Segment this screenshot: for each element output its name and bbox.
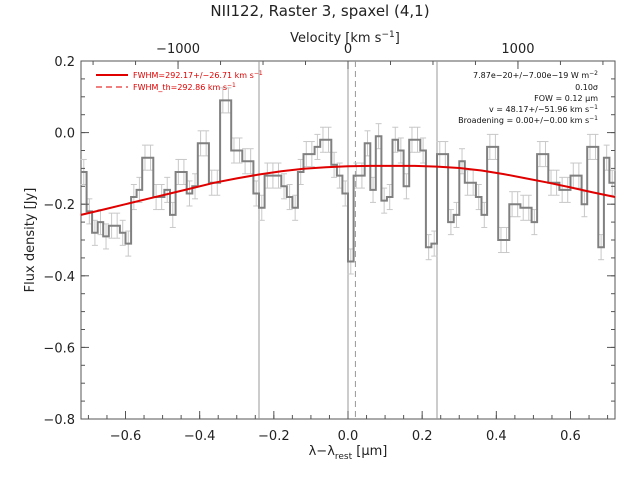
y-tick-label: −0.8 bbox=[43, 413, 75, 428]
svg-text:λ−λrest [μm]: λ−λrest [μm] bbox=[309, 444, 388, 462]
annotation-fow: FOW = 0.12 μm bbox=[534, 94, 598, 103]
top-axis-label-main: Velocity [km s bbox=[290, 31, 382, 46]
y-tick-label: 0.0 bbox=[54, 127, 75, 142]
top-axis-label-exponent: −1 bbox=[381, 30, 394, 40]
gaussian-fit-line bbox=[80, 164, 616, 216]
x-tick-label: 0.0 bbox=[338, 429, 359, 444]
y-tick-label: −0.4 bbox=[43, 270, 75, 285]
y-tick-label: −0.2 bbox=[43, 198, 75, 213]
legend-entry-fwhm-th: FWHM_th=292.86 km s−1 bbox=[133, 82, 236, 92]
annotation-velocity: v = 48.17+/−51.96 km s−1 bbox=[489, 104, 598, 114]
x-tick-label: −0.6 bbox=[110, 429, 142, 444]
x-axis-label-sub: rest bbox=[335, 452, 353, 462]
chart-title: NII122, Raster 3, spaxel (4,1) bbox=[210, 2, 429, 20]
top-tick-label: −1000 bbox=[156, 42, 200, 57]
svg-text:Velocity [km s−1]: Velocity [km s−1] bbox=[290, 30, 400, 46]
top-tick-label: 1000 bbox=[501, 42, 534, 57]
fit-annotations: 7.87e−20+/−7.00e−19 W m−2 0.10σ FOW = 0.… bbox=[458, 70, 598, 125]
x-axis-label-unit: [μm] bbox=[352, 444, 387, 459]
x-tick-label: −0.2 bbox=[258, 429, 290, 444]
y-tick-label: −0.6 bbox=[43, 341, 75, 356]
x-tick-label: 0.6 bbox=[560, 429, 581, 444]
x-tick-label: 0.2 bbox=[412, 429, 433, 444]
y-tick-label: 0.2 bbox=[54, 55, 75, 70]
top-tick-label: 0 bbox=[344, 42, 352, 57]
annotation-flux: 7.87e−20+/−7.00e−19 W m−2 bbox=[473, 70, 598, 80]
x-tick-label: 0.4 bbox=[486, 429, 507, 444]
x-tick-label: −0.4 bbox=[184, 429, 216, 444]
spectrum-step-line bbox=[81, 99, 615, 263]
x-axis-label-main: λ−λ bbox=[309, 444, 336, 459]
legend-entry-fwhm: FWHM=292.17+/−26.71 km s−1 bbox=[133, 70, 263, 80]
legend: FWHM=292.17+/−26.71 km s−1 FWHM_th=292.8… bbox=[96, 70, 263, 92]
annotation-sigma: 0.10σ bbox=[575, 83, 598, 92]
top-axis-label: Velocity [km s−1] bbox=[290, 30, 400, 46]
annotation-broadening: Broadening = 0.00+/−0.00 km s−1 bbox=[458, 115, 598, 125]
x-axis-label: λ−λrest [μm] bbox=[309, 444, 388, 462]
top-axis-label-end: ] bbox=[395, 31, 400, 46]
y-axis-label: Flux density [Jy] bbox=[23, 188, 38, 293]
